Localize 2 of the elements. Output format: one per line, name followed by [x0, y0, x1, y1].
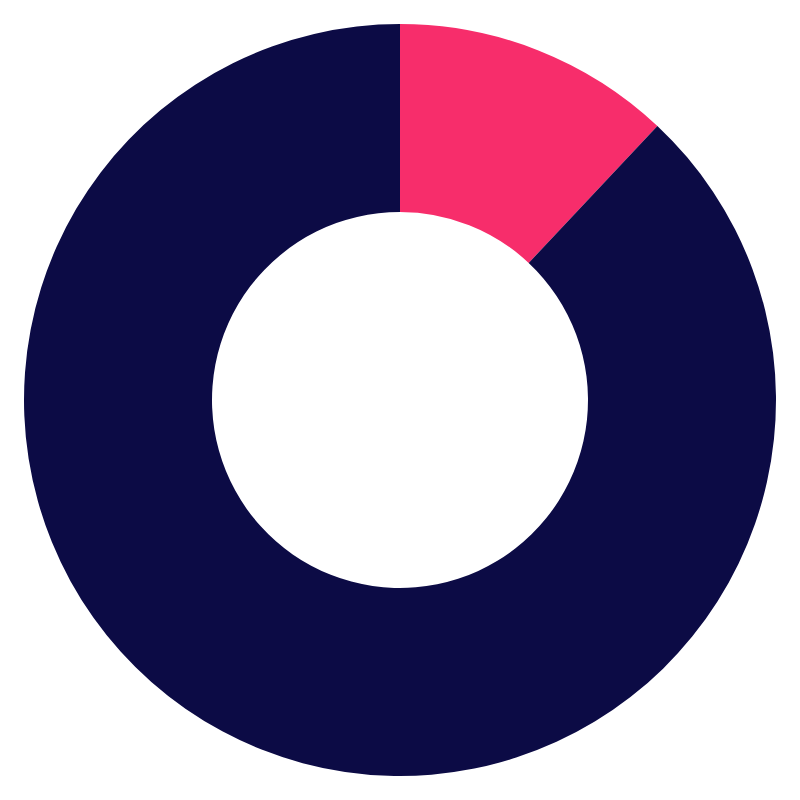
- donut-slice: [400, 24, 658, 263]
- donut-slice: [24, 24, 776, 776]
